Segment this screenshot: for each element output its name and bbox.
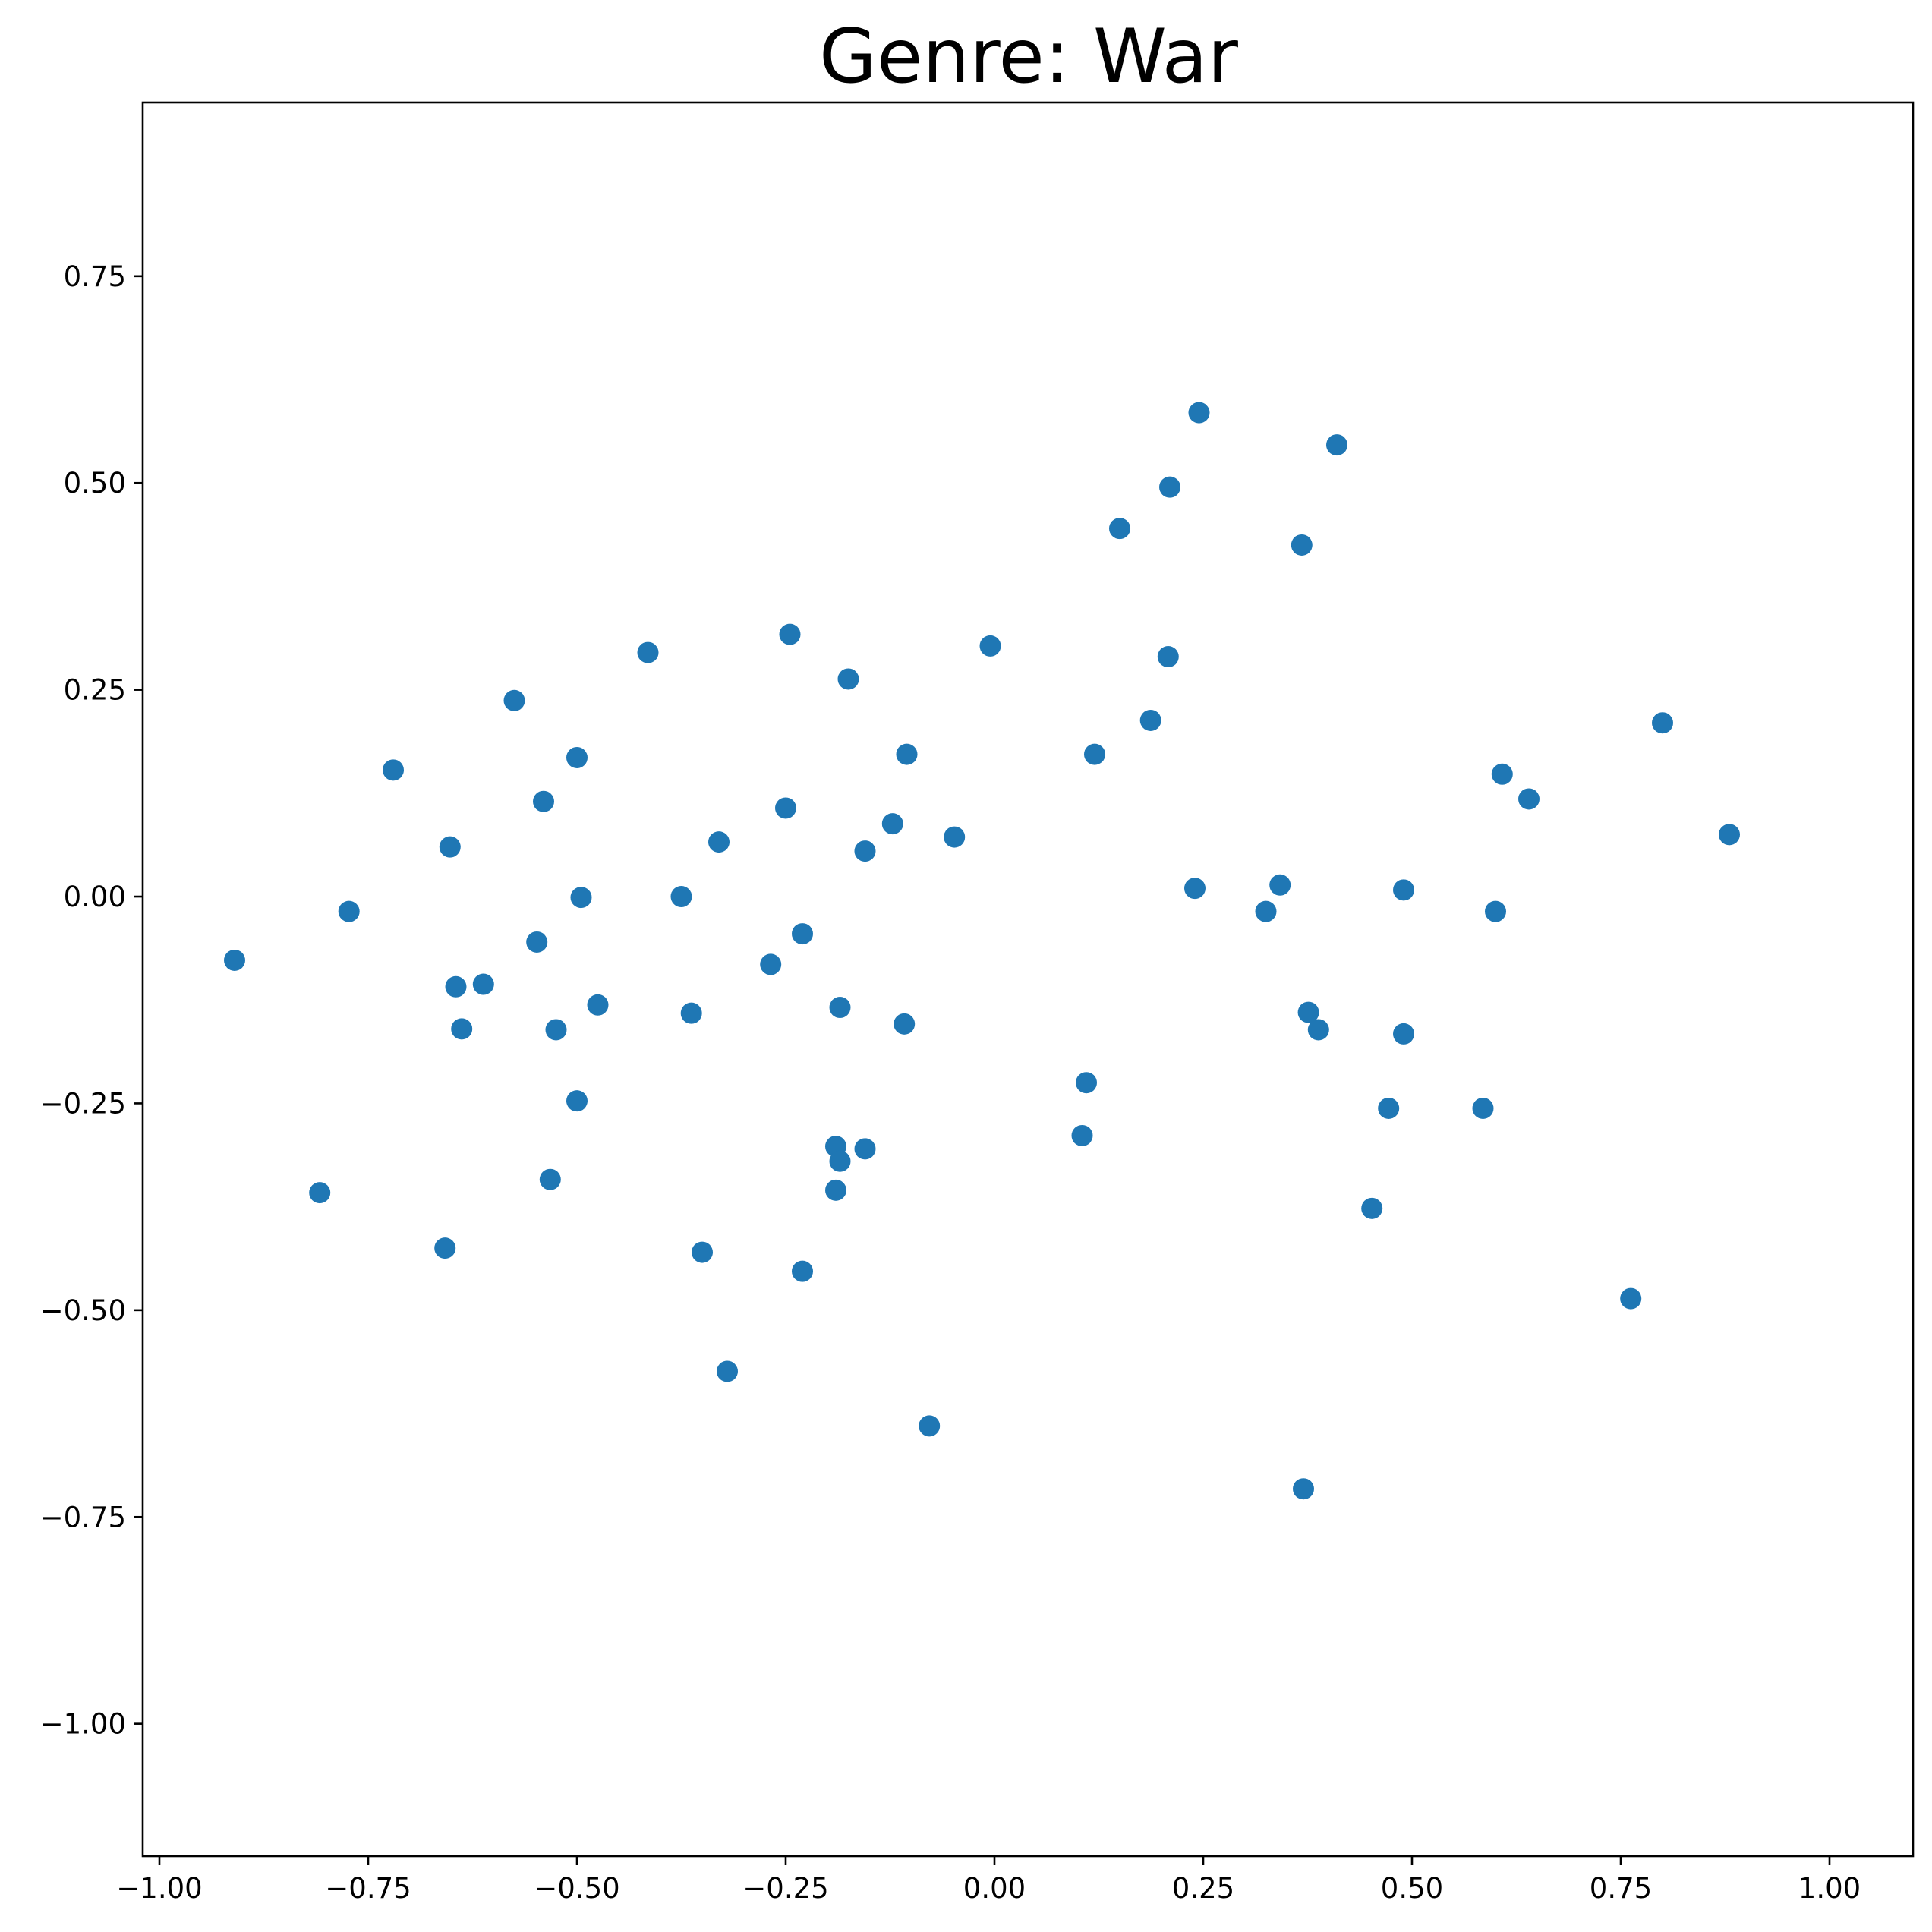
scatter-point [1393, 879, 1414, 901]
scatter-point [1184, 878, 1206, 900]
scatter-point [309, 1182, 331, 1204]
y-tick-label: −0.75 [40, 1501, 126, 1533]
x-tick-label: 0.25 [1172, 1872, 1234, 1905]
scatter-point [919, 1415, 941, 1437]
scatter-point [1076, 1072, 1097, 1094]
scatter-point [1139, 709, 1161, 731]
scatter-point [1326, 434, 1347, 456]
plot-area-frame [141, 101, 1915, 1858]
scatter-point [1485, 900, 1506, 922]
scatter-point [434, 1237, 456, 1259]
scatter-point [692, 1241, 713, 1263]
scatter-point [1307, 1019, 1329, 1041]
scatter-point [539, 1168, 561, 1190]
scatter-point [837, 668, 859, 690]
scatter-point [829, 997, 851, 1019]
x-tick-label: −0.50 [534, 1872, 619, 1905]
scatter-point [1393, 1023, 1414, 1045]
x-tick-label: 0.50 [1381, 1872, 1443, 1905]
chart-title: Genre: War [819, 14, 1239, 100]
scatter-point [792, 923, 813, 945]
y-tick-label: 0.75 [64, 260, 126, 293]
y-tick-label: 0.25 [64, 674, 126, 707]
scatter-point [1188, 402, 1210, 424]
scatter-point [224, 949, 245, 971]
scatter-point [775, 797, 796, 819]
scatter-point [1652, 712, 1673, 734]
scatter-point [566, 1090, 588, 1112]
scatter-point [338, 900, 360, 922]
x-tick-label: 0.00 [963, 1872, 1026, 1905]
y-tick-label: −0.50 [40, 1294, 126, 1327]
x-tick-label: −0.75 [325, 1872, 411, 1905]
scatter-point [1109, 518, 1130, 540]
scatter-point [760, 953, 782, 975]
scatter-point [1378, 1097, 1400, 1119]
scatter-point [472, 973, 494, 995]
scatter-point [825, 1179, 846, 1201]
scatter-point [383, 759, 404, 781]
scatter-point [1084, 743, 1105, 765]
scatter-point [896, 743, 918, 765]
scatter-point [1620, 1287, 1642, 1310]
scatter-point [1269, 874, 1291, 896]
scatter-point [1719, 824, 1740, 846]
scatter-point [637, 641, 659, 663]
scatter-point [533, 790, 554, 812]
scatter-point [680, 1002, 702, 1024]
scatter-point [854, 840, 876, 862]
y-tick-label: −1.00 [40, 1708, 126, 1741]
scatter-point [670, 886, 692, 908]
scatter-point [708, 831, 730, 853]
scatter-point [439, 836, 461, 858]
scatter-point [1518, 788, 1540, 810]
scatter-point [1159, 476, 1180, 498]
scatter-point [570, 887, 592, 909]
scatter-point [717, 1360, 738, 1382]
y-tick-label: −0.25 [40, 1087, 126, 1120]
scatter-point [829, 1150, 851, 1172]
scatter-point [1255, 900, 1277, 922]
scatter-point [526, 931, 548, 953]
scatter-point [451, 1018, 473, 1040]
x-tick-label: −0.25 [742, 1872, 828, 1905]
scatter-point [1291, 534, 1313, 556]
x-tick-label: −1.00 [116, 1872, 202, 1905]
scatter-point [1491, 763, 1513, 785]
scatter-point [1071, 1124, 1093, 1146]
scatter-point [881, 813, 903, 835]
x-tick-label: 0.75 [1590, 1872, 1652, 1905]
y-axis: −1.00 −0.75 −0.50 −0.25 0.00 0.25 0.50 0.75 [40, 260, 143, 1741]
x-axis: −1.00 −0.75 −0.50 −0.25 0.00 0.25 0.50 0.75 1.00 [116, 1856, 1861, 1905]
scatter-point [445, 975, 467, 998]
scatter-point [1361, 1197, 1383, 1219]
scatter-point [1293, 1478, 1314, 1500]
scatter-point [944, 826, 966, 848]
scatter-point [1297, 1001, 1319, 1023]
scatter-point [792, 1260, 813, 1282]
scatter-point [894, 1013, 916, 1035]
y-tick-label: 0.00 [64, 881, 126, 913]
scatter-point [1157, 646, 1179, 668]
scatter-point [503, 689, 525, 711]
x-tick-label: 1.00 [1798, 1872, 1861, 1905]
scatter-point [779, 623, 801, 645]
scatter-point [854, 1138, 876, 1160]
scatter-point [566, 746, 588, 768]
scatter-point [979, 635, 1001, 657]
scatter-point [545, 1019, 567, 1041]
scatter-point [1472, 1097, 1494, 1119]
y-tick-label: 0.50 [64, 467, 126, 500]
scatter-point [587, 994, 609, 1016]
data-points [224, 402, 1740, 1500]
